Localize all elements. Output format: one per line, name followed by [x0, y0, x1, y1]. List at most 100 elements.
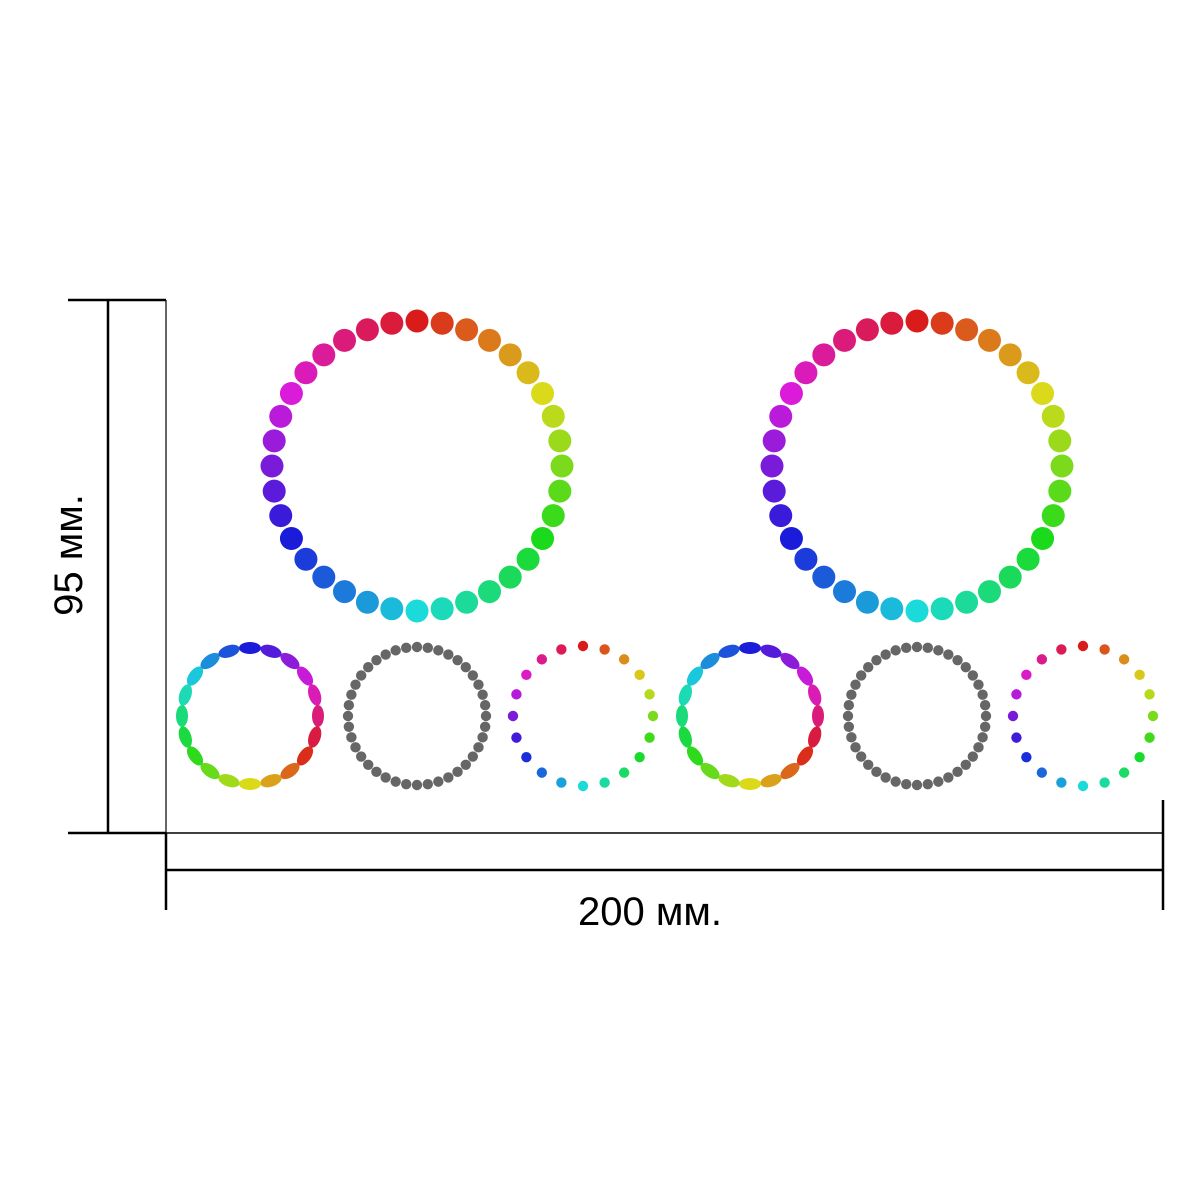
led-dot [260, 454, 284, 478]
led-dot [478, 580, 501, 604]
led-dot [1077, 780, 1089, 792]
led-dot [343, 700, 355, 711]
led-dot [1016, 361, 1040, 385]
led-dot [455, 318, 479, 342]
height-label: 95 мм. [47, 494, 91, 616]
led-dot [1134, 751, 1145, 763]
led-dot [762, 479, 786, 503]
led-dot [1048, 429, 1072, 453]
led-dot [676, 705, 688, 727]
led-dot [380, 772, 391, 783]
led-dot [480, 710, 492, 722]
led-dot [218, 774, 240, 788]
led-dot [405, 309, 429, 333]
led-dot [363, 662, 374, 673]
led-dot [178, 726, 192, 748]
led-dot [262, 429, 286, 453]
led-dot [855, 751, 867, 762]
led-dot [342, 710, 354, 722]
led-dot [794, 361, 818, 385]
led-dot [979, 721, 991, 732]
led-dot [1036, 654, 1048, 665]
led-dot [796, 666, 814, 686]
led-dot [769, 504, 793, 528]
led-dot [933, 776, 944, 787]
led-dot [880, 311, 904, 335]
led-dot [343, 721, 355, 732]
led-dot [880, 772, 891, 783]
led-dot [634, 669, 645, 681]
led-dot [430, 311, 454, 335]
led-dot [443, 772, 454, 783]
led-dot [808, 726, 822, 748]
led-dot [1056, 777, 1067, 788]
led-dot [1041, 504, 1065, 528]
led-dot [922, 778, 933, 790]
led-dot [477, 732, 488, 743]
led-dot [1099, 777, 1110, 788]
led-dot [1016, 547, 1040, 571]
led-dot [401, 778, 412, 790]
led-dot [967, 751, 979, 762]
led-dot [1011, 732, 1022, 743]
led-dot [260, 774, 282, 788]
led-dot [739, 642, 761, 654]
large-ring-right [760, 309, 1074, 623]
led-dot [718, 774, 740, 788]
led-dot [599, 777, 610, 788]
led-dot [186, 666, 204, 686]
led-dot [700, 762, 720, 780]
led-dot [536, 767, 548, 778]
led-dot [541, 504, 565, 528]
led-dot [978, 580, 1001, 604]
led-dot [443, 649, 454, 660]
led-dot [521, 751, 532, 763]
led-dot [1147, 710, 1159, 722]
led-dot [901, 778, 912, 790]
led-dot [280, 652, 300, 670]
height-dimension [68, 298, 167, 835]
led-dot [355, 751, 367, 762]
led-dot [808, 684, 822, 706]
led-dot [312, 565, 336, 589]
led-dot [977, 689, 988, 700]
led-dot [833, 580, 856, 604]
led-dot [599, 644, 610, 655]
led-dot [846, 732, 857, 743]
led-dot [541, 404, 565, 428]
led-dot [422, 642, 433, 654]
led-dot [452, 766, 463, 778]
led-dot [644, 732, 655, 743]
led-dot [1021, 751, 1032, 763]
led-dot [846, 689, 857, 700]
led-dot [355, 670, 367, 681]
led-dot [346, 732, 357, 743]
led-dot [769, 404, 793, 428]
led-dot [1134, 669, 1145, 681]
led-dot [308, 726, 322, 748]
led-dot [843, 700, 855, 711]
led-dot [355, 590, 379, 614]
led-dot [1099, 644, 1110, 655]
led-dot [531, 527, 555, 550]
led-dot [880, 597, 904, 621]
led-dot [390, 776, 401, 787]
led-dot [455, 590, 479, 614]
led-dot [333, 328, 356, 352]
led-dot [871, 766, 882, 778]
led-dot [239, 642, 261, 654]
led-dot [269, 504, 293, 528]
led-dot [422, 778, 433, 790]
led-dot [380, 649, 391, 660]
led-dot [218, 644, 240, 658]
led-dot [850, 742, 861, 753]
large-ring-left [260, 309, 574, 623]
led-dot [979, 700, 991, 711]
led-dot [833, 328, 856, 352]
led-dot [890, 645, 901, 656]
led-dot [842, 710, 854, 722]
led-dot [279, 527, 303, 550]
led-dot [855, 318, 879, 342]
led-dot [760, 644, 782, 658]
led-dot [511, 732, 522, 743]
